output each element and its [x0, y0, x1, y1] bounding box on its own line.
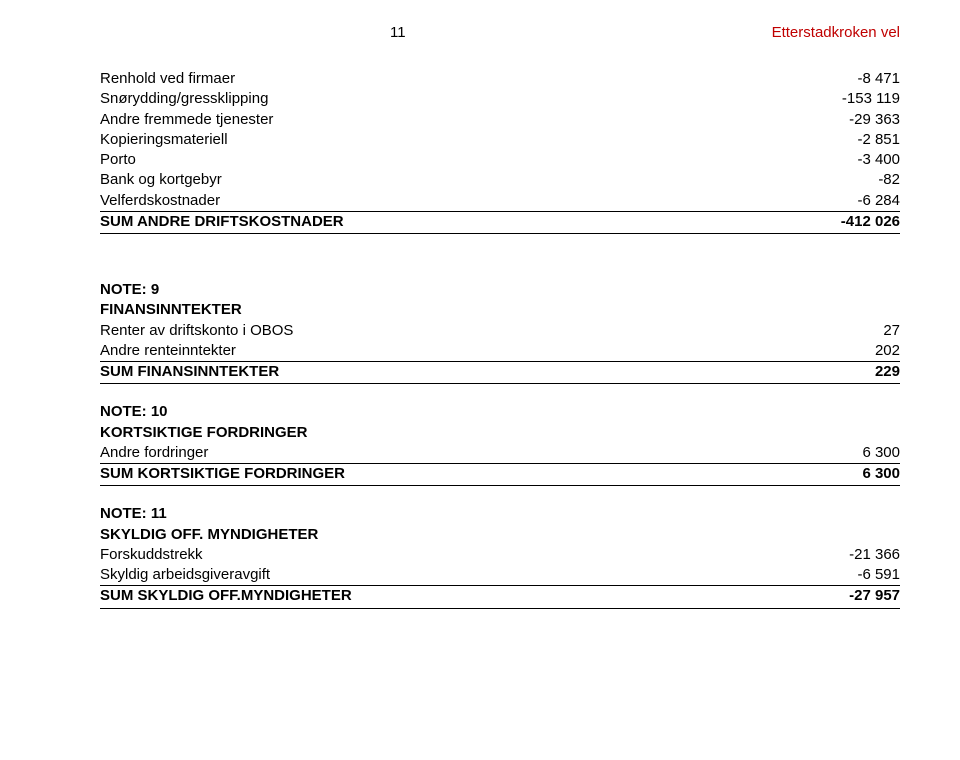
table-row: Skyldig arbeidsgiveravgift -6 591 [100, 565, 900, 586]
row-value: -2 851 [780, 130, 900, 150]
row-label: Andre fremmede tjenester [100, 110, 780, 130]
table-row: Andre fordringer 6 300 [100, 443, 900, 464]
table-row: Snørydding/gressklipping -153 119 [100, 89, 900, 109]
sum-label: SUM FINANSINNTEKTER [100, 362, 780, 383]
table-row: Kopieringsmateriell -2 851 [100, 130, 900, 150]
row-label: Renhold ved firmaer [100, 69, 780, 89]
table-row: Velferdskostnader -6 284 [100, 191, 900, 212]
row-value: -6 284 [780, 191, 900, 211]
row-label: Porto [100, 150, 780, 170]
sum-row: SUM SKYLDIG OFF.MYNDIGHETER -27 957 [100, 586, 900, 608]
row-value: 202 [780, 341, 900, 361]
sum-value: -27 957 [780, 586, 900, 607]
note11-section: NOTE: 11 SKYLDIG OFF. MYNDIGHETER Forsku… [100, 504, 900, 608]
row-value: -29 363 [780, 110, 900, 130]
note-subheading: SKYLDIG OFF. MYNDIGHETER [100, 525, 900, 545]
spacer [100, 262, 900, 280]
page-header: 11 Etterstadkroken vel [100, 24, 900, 41]
note9-section: NOTE: 9 FINANSINNTEKTER Renter av drifts… [100, 280, 900, 384]
page: 11 Etterstadkroken vel Renhold ved firma… [0, 0, 960, 760]
note-heading: NOTE: 11 [100, 504, 900, 524]
row-label: Skyldig arbeidsgiveravgift [100, 565, 780, 585]
row-value: -6 591 [780, 565, 900, 585]
note-heading: NOTE: 10 [100, 402, 900, 422]
sum-label: SUM ANDRE DRIFTSKOSTNADER [100, 212, 780, 233]
row-label: Andre fordringer [100, 443, 780, 463]
row-value: -3 400 [780, 150, 900, 170]
sum-value: -412 026 [780, 212, 900, 233]
table-row: Forskuddstrekk -21 366 [100, 545, 900, 565]
row-label: Bank og kortgebyr [100, 170, 780, 190]
row-label: Kopieringsmateriell [100, 130, 780, 150]
row-label: Forskuddstrekk [100, 545, 780, 565]
sum-row: SUM ANDRE DRIFTSKOSTNADER -412 026 [100, 212, 900, 234]
sum-value: 229 [780, 362, 900, 383]
table-row: Andre fremmede tjenester -29 363 [100, 110, 900, 130]
row-value: 27 [780, 321, 900, 341]
row-label: Velferdskostnader [100, 191, 780, 211]
note-heading: NOTE: 9 [100, 280, 900, 300]
row-label: Renter av driftskonto i OBOS [100, 321, 780, 341]
table-row: Andre renteinntekter 202 [100, 341, 900, 362]
cost-section: Renhold ved firmaer -8 471 Snørydding/gr… [100, 69, 900, 234]
note10-section: NOTE: 10 KORTSIKTIGE FORDRINGER Andre fo… [100, 402, 900, 486]
row-value: -153 119 [780, 89, 900, 109]
sum-value: 6 300 [780, 464, 900, 485]
sum-row: SUM KORTSIKTIGE FORDRINGER 6 300 [100, 464, 900, 486]
row-value: -21 366 [780, 545, 900, 565]
brand-name: Etterstadkroken vel [772, 24, 900, 41]
row-value: 6 300 [780, 443, 900, 463]
note-subheading: KORTSIKTIGE FORDRINGER [100, 423, 900, 443]
row-label: Snørydding/gressklipping [100, 89, 780, 109]
row-label: Andre renteinntekter [100, 341, 780, 361]
table-row: Porto -3 400 [100, 150, 900, 170]
note-subheading: FINANSINNTEKTER [100, 300, 900, 320]
sum-label: SUM KORTSIKTIGE FORDRINGER [100, 464, 780, 485]
table-row: Renter av driftskonto i OBOS 27 [100, 321, 900, 341]
sum-label: SUM SKYLDIG OFF.MYNDIGHETER [100, 586, 780, 607]
row-value: -8 471 [780, 69, 900, 89]
table-row: Renhold ved firmaer -8 471 [100, 69, 900, 89]
table-row: Bank og kortgebyr -82 [100, 170, 900, 190]
row-value: -82 [780, 170, 900, 190]
page-number: 11 [390, 24, 406, 41]
sum-row: SUM FINANSINNTEKTER 229 [100, 362, 900, 384]
